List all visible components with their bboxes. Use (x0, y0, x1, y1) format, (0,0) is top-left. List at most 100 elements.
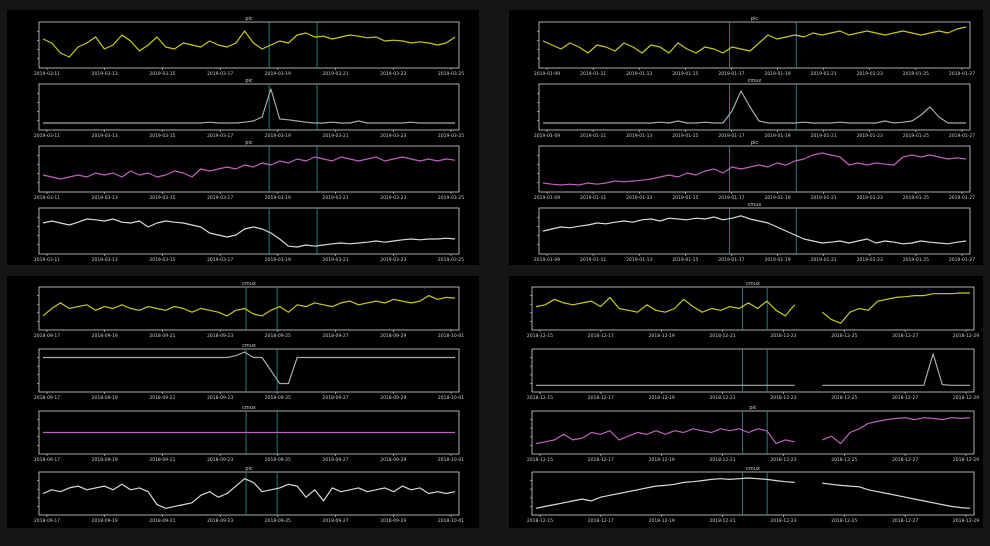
x-tick-label: 2019-03-17 (207, 257, 233, 263)
x-tick-label: 2018-10-01 (438, 518, 464, 524)
x-tick-label: 2018-12-19 (649, 395, 675, 401)
x-tick-label: 2019-03-13 (92, 133, 118, 139)
x-tick-label: 2019-03-17 (207, 195, 233, 201)
x-tick-label: 2019-01-19 (764, 133, 790, 139)
x-tick-label: 2019-01-25 (903, 71, 929, 77)
x-tick-label: 2018-09-17 (34, 518, 60, 524)
subplot-frame (38, 471, 460, 516)
x-tick-label: 2018-12-19 (649, 518, 675, 524)
chart-svg-4: cmux 2018-12-15 2018-12-17 2018-12-19 2018-1… (527, 281, 979, 524)
x-tick-label: 2018-09-23 (207, 333, 233, 339)
x-tick-label: 2019-03-13 (92, 257, 118, 263)
x-tick-label: 2019-01-17 (718, 133, 744, 139)
x-tick-label: 2019-03-21 (322, 133, 348, 139)
x-tick-label: 2018-12-29 (953, 457, 979, 463)
x-tick-label: 2019-03-23 (380, 133, 406, 139)
x-tick-label: 2018-12-29 (953, 395, 979, 401)
chart-svg-1: pic 2019-03-11 2019-03-13 2019-03-15 2019-03… (34, 16, 464, 263)
x-tick-label: 2019-01-25 (903, 195, 929, 201)
x-tick-label: 2018-12-25 (831, 333, 857, 339)
x-tick-label: 2018-09-19 (92, 518, 118, 524)
x-tick-label: 2018-09-17 (34, 333, 60, 339)
subplot-frame (538, 83, 971, 131)
subplot-title: pic (245, 140, 253, 146)
subplot-frame (38, 286, 460, 331)
x-tick-label: 2018-12-27 (892, 518, 918, 524)
x-tick-label: 2019-01-09 (534, 257, 560, 263)
x-tick-label: 2018-09-21 (149, 457, 175, 463)
x-tick-label: 2018-12-15 (527, 333, 553, 339)
x-tick-label: 2019-03-19 (265, 133, 291, 139)
x-tick-label: 2018-09-19 (92, 333, 118, 339)
x-tick-label: 2019-01-09 (534, 195, 560, 201)
x-tick-label: 2019-03-17 (207, 71, 233, 77)
x-tick-label: 2018-09-19 (92, 457, 118, 463)
x-tick-label: 2019-01-23 (857, 71, 883, 77)
subplot-frame (38, 145, 460, 193)
series-line (535, 417, 971, 445)
series-line (536, 353, 970, 386)
series-line (42, 218, 456, 248)
x-tick-label: 2018-09-19 (92, 395, 118, 401)
x-tick-label: 2019-01-13 (626, 195, 652, 201)
x-tick-label: 2018-09-17 (34, 395, 60, 401)
x-tick-label: 2019-03-13 (92, 195, 118, 201)
x-tick-label: 2019-03-19 (265, 195, 291, 201)
x-tick-label: 2019-03-21 (322, 71, 348, 77)
subplot-title: pic (245, 78, 253, 84)
x-tick-label: 2019-01-25 (903, 133, 929, 139)
subplot-frame (538, 145, 971, 193)
x-tick-label: 2018-12-23 (770, 457, 796, 463)
subplot-frame (38, 410, 460, 455)
subplot-frame (538, 21, 971, 69)
series-line (42, 30, 456, 58)
subplot-frame (38, 83, 460, 131)
series-line (542, 215, 967, 245)
x-tick-label: 2019-03-11 (34, 71, 60, 77)
x-tick-label: 2019-01-15 (672, 71, 698, 77)
x-tick-label: 2019-03-23 (380, 195, 406, 201)
x-tick-label: 2018-09-27 (322, 457, 348, 463)
x-tick-label: 2019-01-21 (811, 195, 837, 201)
subplot-title: pic (751, 140, 759, 146)
x-tick-label: 2019-03-11 (34, 133, 60, 139)
x-tick-label: 2019-01-27 (949, 71, 975, 77)
x-tick-label: 2018-09-23 (207, 395, 233, 401)
chart-panel-1: pic 2019-03-11 2019-03-13 2019-03-15 2019-03… (7, 10, 479, 265)
x-tick-label: 2018-12-19 (649, 333, 675, 339)
x-tick-label: 2018-12-25 (831, 457, 857, 463)
subplot-title: pic (749, 405, 757, 411)
subplot-frame (38, 348, 460, 393)
subplot-frame (538, 207, 971, 255)
x-tick-label: 2019-01-11 (580, 195, 606, 201)
x-tick-label: 2018-12-17 (588, 333, 614, 339)
x-tick-label: 2019-01-15 (672, 133, 698, 139)
x-tick-label: 2018-12-21 (709, 518, 735, 524)
x-tick-label: 2019-01-17 (718, 195, 744, 201)
x-tick-label: 2019-01-09 (534, 133, 560, 139)
x-tick-label: 2018-12-23 (770, 518, 796, 524)
x-tick-label: 2019-03-11 (34, 195, 60, 201)
x-tick-label: 2019-01-15 (672, 195, 698, 201)
x-tick-label: 2019-01-09 (534, 71, 560, 77)
subplot-frame (531, 348, 975, 393)
x-tick-label: 2018-12-17 (588, 395, 614, 401)
series-line (43, 88, 455, 124)
subplot-frame (531, 410, 975, 455)
x-tick-label: 2019-03-19 (265, 257, 291, 263)
x-tick-label: 2019-01-17 (718, 71, 744, 77)
subplot-title: cmux (242, 405, 256, 411)
x-tick-label: 2018-12-17 (588, 518, 614, 524)
x-tick-label: 2019-01-13 (626, 71, 652, 77)
x-tick-label: 2018-12-25 (831, 395, 857, 401)
x-tick-label: 2019-01-27 (949, 257, 975, 263)
x-tick-label: 2019-03-15 (149, 257, 175, 263)
chart-panel-4: cmux 2018-12-15 2018-12-17 2018-12-19 2018-1… (509, 276, 983, 528)
x-tick-label: 2018-09-21 (149, 518, 175, 524)
x-tick-label: 2019-01-23 (857, 257, 883, 263)
x-tick-label: 2019-03-23 (380, 257, 406, 263)
x-tick-label: 2018-12-21 (709, 333, 735, 339)
x-tick-label: 2019-01-27 (949, 133, 975, 139)
x-tick-label: 2019-01-13 (626, 257, 652, 263)
x-tick-label: 2018-09-29 (380, 333, 406, 339)
